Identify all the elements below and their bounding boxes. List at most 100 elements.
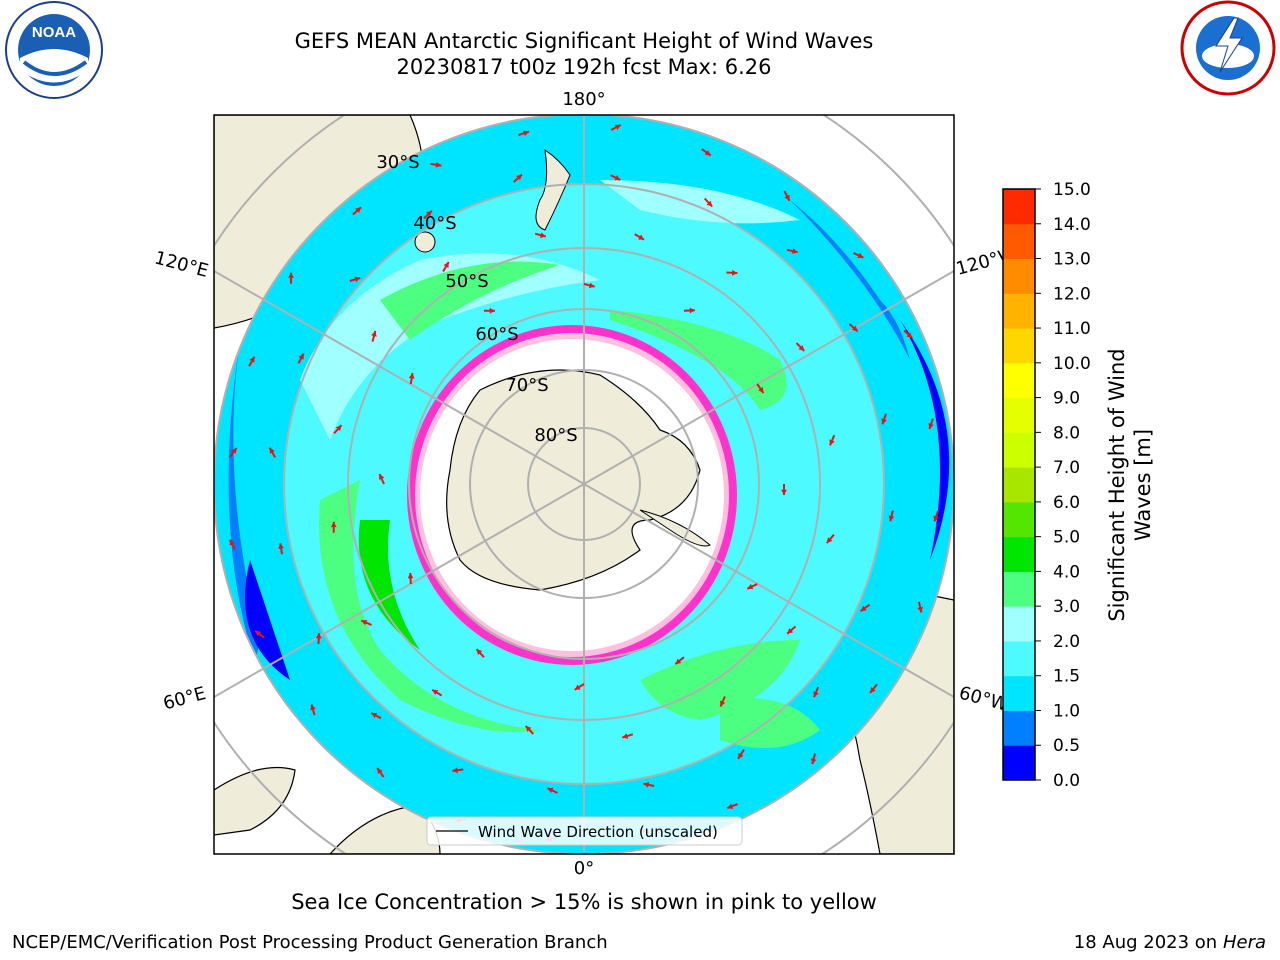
footer-date-text: 18 Aug 2023 on bbox=[1073, 932, 1218, 953]
colorbar-tick-label: 15.0 bbox=[1053, 180, 1091, 200]
colorbar-block bbox=[1003, 571, 1035, 607]
colorbar-blocks bbox=[1003, 189, 1035, 781]
colorbar-tick-label: 14.0 bbox=[1053, 215, 1091, 235]
wave-arrow-head bbox=[798, 345, 805, 351]
wave-arrow-head bbox=[781, 489, 787, 495]
wave-arrow-head bbox=[888, 515, 895, 522]
graticule bbox=[214, 115, 954, 854]
wave-arrow-head bbox=[315, 633, 322, 639]
wave-arrow-head bbox=[784, 194, 790, 201]
wave-arrow-head bbox=[435, 161, 442, 168]
colorbar-block bbox=[1003, 710, 1035, 746]
wave-arrow-head bbox=[787, 628, 794, 634]
lat-label-60s: 60°S bbox=[475, 324, 518, 345]
wave-arrow-head bbox=[371, 330, 377, 337]
wave-arrow-head bbox=[354, 276, 361, 283]
wave-arrow-head bbox=[622, 733, 629, 739]
wave-arrow-head bbox=[689, 307, 695, 314]
colorbar-tick-label: 13.0 bbox=[1053, 250, 1091, 270]
wave-arrow-head bbox=[379, 474, 385, 480]
wave-arrow-head bbox=[335, 425, 342, 431]
lat-label-70s: 70°S bbox=[505, 375, 548, 396]
wave-arrow-head bbox=[870, 687, 876, 693]
wave-arrow-head bbox=[489, 307, 495, 314]
wave-arrow-head bbox=[720, 700, 726, 707]
wave-arrow-head bbox=[917, 606, 923, 613]
colorbar-tick-label: 6.0 bbox=[1053, 493, 1080, 513]
wave-arrow-head bbox=[355, 207, 362, 213]
wave-arrow-head bbox=[675, 658, 682, 665]
colorbar-tick-label: 7.0 bbox=[1053, 458, 1080, 478]
wave-arrow-head bbox=[361, 620, 368, 626]
wave-arrow-head bbox=[614, 124, 621, 130]
wave-arrow-head bbox=[540, 232, 546, 238]
wave-arrow-head bbox=[933, 515, 939, 522]
colorbar-tick-label: 10.0 bbox=[1053, 354, 1091, 374]
colorbar-block bbox=[1003, 745, 1035, 781]
wave-arrow-head bbox=[704, 150, 711, 156]
wave-arrow-head bbox=[906, 332, 913, 338]
wave-arrow-head bbox=[443, 262, 449, 268]
wave-arrow-head bbox=[249, 356, 255, 363]
footer-host: Hera bbox=[1222, 932, 1266, 953]
wave-arrow-head bbox=[826, 537, 833, 543]
wave-direction-arrows bbox=[228, 124, 939, 842]
wave-arrow-head bbox=[638, 234, 645, 240]
nws-logo bbox=[1180, 0, 1276, 96]
wave-arrow-head bbox=[813, 691, 819, 698]
new-zealand-land bbox=[535, 148, 571, 231]
wave-arrow-head bbox=[432, 689, 439, 695]
map-frame bbox=[213, 114, 955, 855]
wave-arrow-head bbox=[738, 752, 744, 759]
colorbar-block bbox=[1003, 606, 1035, 642]
wave-arrow-head bbox=[408, 373, 415, 379]
wave-arrow-head bbox=[547, 787, 554, 793]
lat-label-80s: 80°S bbox=[534, 425, 577, 446]
colorbar-tick-label: 8.0 bbox=[1053, 423, 1080, 443]
colorbar-tick-label: 1.0 bbox=[1053, 701, 1080, 721]
wave-arrow-head bbox=[278, 543, 284, 549]
wave-arrow-head bbox=[857, 252, 864, 258]
colorbar-block bbox=[1003, 362, 1035, 399]
antarctic-peninsula bbox=[639, 509, 711, 547]
colorbar-block bbox=[1003, 536, 1035, 572]
colorbar-tick-label: 5.0 bbox=[1053, 528, 1080, 548]
colorbar-block bbox=[1003, 258, 1035, 294]
wave-arrow-head bbox=[588, 282, 595, 289]
wave-arrow-head bbox=[525, 726, 532, 732]
colorbar-block bbox=[1003, 675, 1035, 711]
footer-date: 18 Aug 2023 on Hera bbox=[1074, 932, 1266, 953]
lat-label-40s: 40°S bbox=[413, 213, 456, 234]
chart-subtitle: 20230817 t00z 192h fcst Max: 6.26 bbox=[396, 55, 772, 79]
wave-arrow-head bbox=[288, 272, 294, 278]
colorbar-block bbox=[1003, 432, 1035, 468]
wave-arrow-head bbox=[298, 353, 304, 360]
wave-arrow-head bbox=[269, 447, 275, 454]
chart-title: GEFS MEAN Antarctic Significant Height o… bbox=[294, 29, 874, 53]
colorbar-tick-label: 3.0 bbox=[1053, 597, 1080, 617]
wave-arrow-head bbox=[255, 630, 262, 637]
wave-arrow-head bbox=[330, 521, 337, 528]
colorbar-tick-label: 2.0 bbox=[1053, 632, 1080, 652]
antarctica-land bbox=[446, 369, 701, 591]
wave-arrow-head bbox=[310, 704, 316, 711]
wave-arrow-head bbox=[476, 649, 483, 655]
lat-label-30s: 30°S bbox=[376, 152, 419, 173]
wave-arrow-head bbox=[860, 605, 867, 612]
wave-arrow-head bbox=[732, 269, 738, 276]
footer-credit: NCEP/EMC/Verification Post Processing Pr… bbox=[12, 932, 608, 953]
colorbar-block bbox=[1003, 223, 1035, 260]
colorbar-label-line1: Significant Height of Wind bbox=[1105, 348, 1129, 621]
wave-arrow-head bbox=[727, 803, 734, 809]
wave-arrow-head bbox=[231, 448, 237, 454]
sea-ice-note: Sea Ice Concentration > 15% is shown in … bbox=[291, 890, 877, 914]
wave-arrow-head bbox=[829, 439, 835, 446]
colorbar-block bbox=[1003, 467, 1035, 503]
map-legend: Wind Wave Direction (unscaled) bbox=[426, 816, 743, 846]
wave-arrow-head bbox=[516, 174, 522, 181]
colorbar-ticks: 0.0 0.5 1.0 1.5 2.0 3.0 4.0 5.0 6.0 7.0 8.0 9.0 10.0… bbox=[1035, 180, 1091, 791]
wave-arrow-head bbox=[614, 175, 621, 181]
colorbar-block bbox=[1003, 640, 1035, 677]
